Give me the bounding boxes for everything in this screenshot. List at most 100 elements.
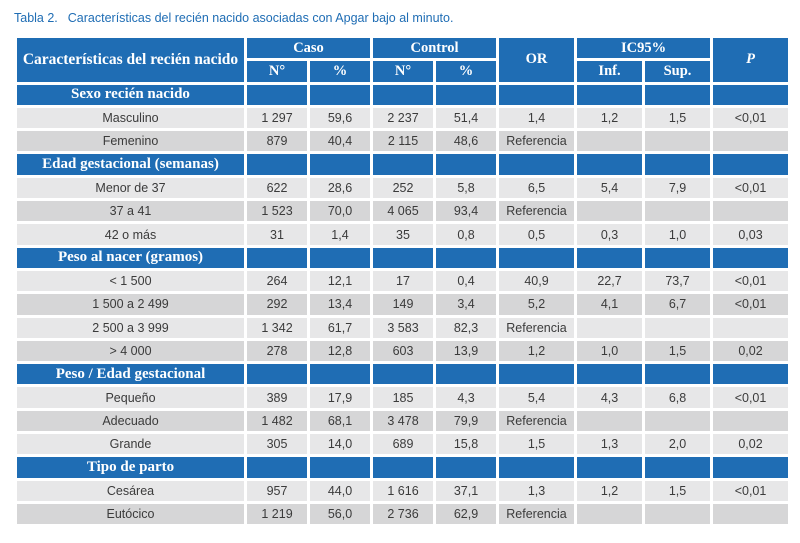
- table-row: Menor de 37 622 28,6 252 5,8 6,5 5,4 7,9 <0,01: [17, 177, 789, 199]
- section-header-fill: [247, 457, 307, 478]
- section-header-fill: [499, 84, 575, 105]
- section-header-fill: [577, 247, 643, 268]
- p-value-cell: [713, 201, 789, 222]
- ic-inf-cell: 1,2: [577, 480, 643, 501]
- section-header-fill: [645, 457, 711, 478]
- or-cell: 1,4: [499, 107, 575, 129]
- or-cell: Referencia: [499, 201, 575, 222]
- table-row: Femenino 879 40,4 2 115 48,6 Referencia: [17, 131, 789, 152]
- p-value-cell: 0,02: [713, 340, 789, 362]
- ic-inf-cell: [577, 131, 643, 152]
- p-value-cell: <0,01: [713, 177, 789, 199]
- caso-pct-cell: 44,0: [310, 480, 370, 501]
- control-n-cell: 149: [373, 294, 433, 315]
- control-n-cell: 3 583: [373, 317, 433, 338]
- p-value-cell: [713, 317, 789, 338]
- control-pct-cell: 0,4: [436, 270, 497, 292]
- control-n-cell: 3 478: [373, 410, 433, 432]
- caso-n-cell: 1 219: [247, 503, 307, 525]
- header-caso-pct: %: [310, 61, 370, 82]
- section-header-fill: [436, 154, 497, 175]
- caso-n-cell: 264: [247, 270, 307, 292]
- control-pct-cell: 15,8: [436, 434, 497, 455]
- table-caption-text: Características del recién nacido asocia…: [67, 11, 454, 25]
- row-label-cell: Menor de 37: [17, 177, 244, 199]
- or-cell: Referencia: [499, 410, 575, 432]
- caso-n-cell: 292: [247, 294, 307, 315]
- ic-sup-cell: 7,9: [645, 177, 711, 199]
- row-label-cell: Cesárea: [17, 480, 244, 501]
- ic-sup-cell: 1,0: [645, 224, 711, 245]
- section-header-fill: [713, 154, 789, 175]
- section-header-fill: [310, 457, 370, 478]
- section-header-fill: [373, 457, 433, 478]
- table-row: Adecuado 1 482 68,1 3 478 79,9 Referencia: [17, 410, 789, 432]
- caso-pct-cell: 40,4: [310, 131, 370, 152]
- table-row: Cesárea 957 44,0 1 616 37,1 1,3 1,2 1,5 <0,01: [17, 480, 789, 501]
- caso-n-cell: 957: [247, 480, 307, 501]
- caso-pct-cell: 56,0: [310, 503, 370, 525]
- section-header-fill: [713, 247, 789, 268]
- p-value-cell: [713, 410, 789, 432]
- section-header-fill: [577, 457, 643, 478]
- ic-sup-cell: 1,5: [645, 480, 711, 501]
- p-value-cell: 0,02: [713, 434, 789, 455]
- header-caso-n: N°: [247, 61, 307, 82]
- caso-pct-cell: 59,6: [310, 107, 370, 129]
- header-sup: Sup.: [645, 61, 711, 82]
- section-header-fill: [577, 84, 643, 105]
- p-value-cell: [713, 503, 789, 525]
- row-label-cell: Adecuado: [17, 410, 244, 432]
- caso-n-cell: 389: [247, 387, 307, 408]
- section-header-row: Peso al nacer (gramos): [17, 247, 789, 268]
- header-control-pct: %: [436, 61, 497, 82]
- ic-inf-cell: 4,3: [577, 387, 643, 408]
- table-row: > 4 000 278 12,8 603 13,9 1,2 1,0 1,5 0,02: [17, 340, 789, 362]
- p-value-cell: <0,01: [713, 107, 789, 129]
- row-label-cell: Grande: [17, 434, 244, 455]
- ic-sup-cell: [645, 410, 711, 432]
- ic-sup-cell: 2,0: [645, 434, 711, 455]
- section-header-fill: [577, 364, 643, 385]
- caso-n-cell: 31: [247, 224, 307, 245]
- ic-sup-cell: [645, 201, 711, 222]
- ic-sup-cell: 6,7: [645, 294, 711, 315]
- p-value-cell: [713, 131, 789, 152]
- caso-n-cell: 622: [247, 177, 307, 199]
- or-cell: 1,2: [499, 340, 575, 362]
- header-caso: Caso: [247, 38, 370, 59]
- control-n-cell: 17: [373, 270, 433, 292]
- section-title: Sexo recién nacido: [17, 84, 244, 105]
- control-pct-cell: 62,9: [436, 503, 497, 525]
- caso-pct-cell: 14,0: [310, 434, 370, 455]
- caso-pct-cell: 70,0: [310, 201, 370, 222]
- section-header-fill: [247, 154, 307, 175]
- table-row: < 1 500 264 12,1 17 0,4 40,9 22,7 73,7 <0,01: [17, 270, 789, 292]
- section-header-fill: [645, 154, 711, 175]
- section-header-fill: [499, 364, 575, 385]
- section-header-fill: [436, 457, 497, 478]
- header-control-n: N°: [373, 61, 433, 82]
- caso-n-cell: 1 482: [247, 410, 307, 432]
- row-label-cell: 37 a 41: [17, 201, 244, 222]
- or-cell: 1,5: [499, 434, 575, 455]
- section-header-fill: [310, 364, 370, 385]
- header-control: Control: [373, 38, 497, 59]
- ic-sup-cell: 6,8: [645, 387, 711, 408]
- p-value-cell: <0,01: [713, 294, 789, 315]
- section-header-fill: [436, 84, 497, 105]
- control-n-cell: 2 736: [373, 503, 433, 525]
- control-pct-cell: 48,6: [436, 131, 497, 152]
- section-header-fill: [499, 247, 575, 268]
- caso-pct-cell: 68,1: [310, 410, 370, 432]
- ic-inf-cell: 5,4: [577, 177, 643, 199]
- table-row: 37 a 41 1 523 70,0 4 065 93,4 Referencia: [17, 201, 789, 222]
- section-header-fill: [373, 154, 433, 175]
- section-header-fill: [310, 247, 370, 268]
- or-cell: Referencia: [499, 503, 575, 525]
- ic-inf-cell: [577, 410, 643, 432]
- data-table: Características del recién nacido Caso C…: [14, 35, 791, 527]
- table-row: Pequeño 389 17,9 185 4,3 5,4 4,3 6,8 <0,01: [17, 387, 789, 408]
- control-pct-cell: 3,4: [436, 294, 497, 315]
- p-value-cell: <0,01: [713, 270, 789, 292]
